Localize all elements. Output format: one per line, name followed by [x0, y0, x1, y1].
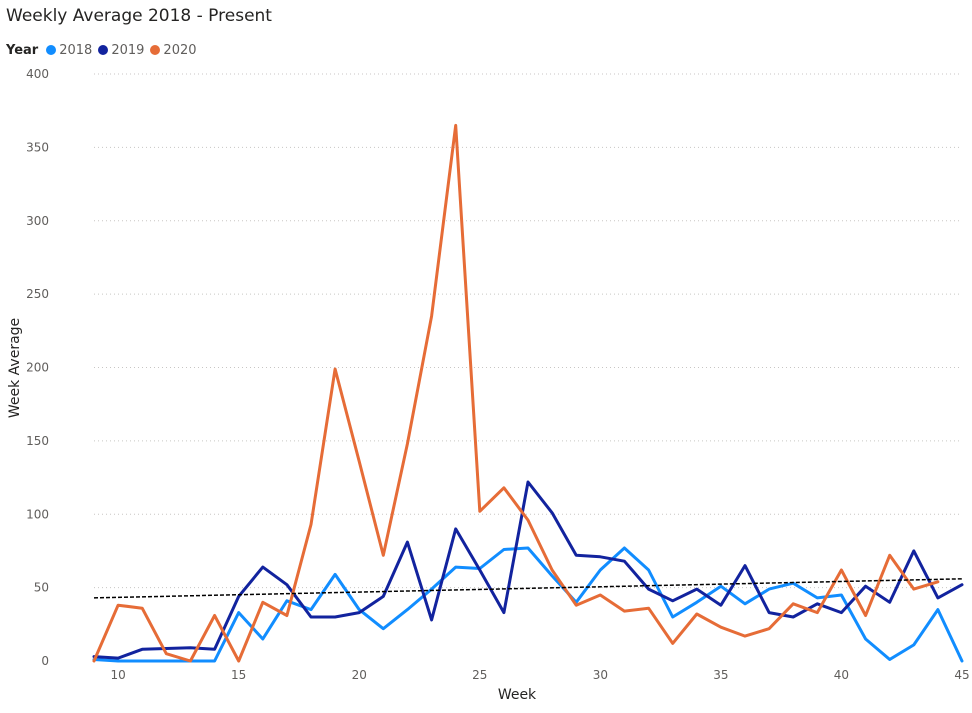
y-axis: 0 50 100 150 200 250 300 350 400	[26, 67, 49, 668]
y-tick-label: 400	[26, 67, 49, 81]
series-line-2020[interactable]	[92, 123, 940, 663]
legend-item-2018[interactable]: 2018	[46, 43, 92, 58]
x-tick-label: 15	[231, 668, 246, 682]
x-tick-label: 25	[472, 668, 487, 682]
x-tick-label: 45	[954, 668, 969, 682]
series-line-2019[interactable]	[92, 480, 964, 660]
legend-label-2018: 2018	[59, 42, 93, 58]
trendline	[93, 578, 963, 599]
legend-marker-2019	[98, 45, 109, 55]
x-axis: 10 15 20 25 30 35 40 45	[110, 668, 969, 682]
legend-item-2019[interactable]: 2019	[98, 43, 144, 58]
y-tick-label: 50	[34, 581, 49, 595]
y-tick-label: 250	[26, 287, 49, 301]
x-tick-label: 40	[834, 668, 849, 682]
y-tick-label: 350	[26, 140, 49, 154]
legend-label-2019: 2019	[111, 42, 145, 58]
legend-title: Year	[6, 42, 39, 58]
y-tick-label: 100	[26, 507, 49, 521]
y-tick-label: 150	[26, 434, 49, 448]
chart-title: Weekly Average 2018 - Present	[6, 6, 272, 26]
legend-label-2020: 2020	[163, 42, 197, 58]
legend-item-2020[interactable]: 2020	[150, 42, 197, 58]
series-line-2018[interactable]	[92, 546, 964, 663]
y-tick-label: 300	[26, 214, 49, 228]
legend: Year 2018 2019 2020	[6, 41, 203, 59]
y-tick-label: 0	[41, 654, 49, 668]
legend-marker-2018	[46, 45, 57, 55]
y-axis-title: Week Average	[7, 318, 23, 418]
gridlines	[94, 73, 962, 589]
legend-marker-2020	[150, 45, 161, 55]
y-tick-label: 200	[26, 361, 49, 375]
x-tick-label: 20	[352, 668, 367, 682]
trend-line	[93, 578, 963, 599]
x-tick-label: 10	[110, 668, 125, 682]
x-tick-label: 35	[713, 668, 728, 682]
x-axis-title: Week	[498, 687, 537, 703]
series-lines	[92, 123, 964, 663]
x-tick-label: 30	[593, 668, 608, 682]
